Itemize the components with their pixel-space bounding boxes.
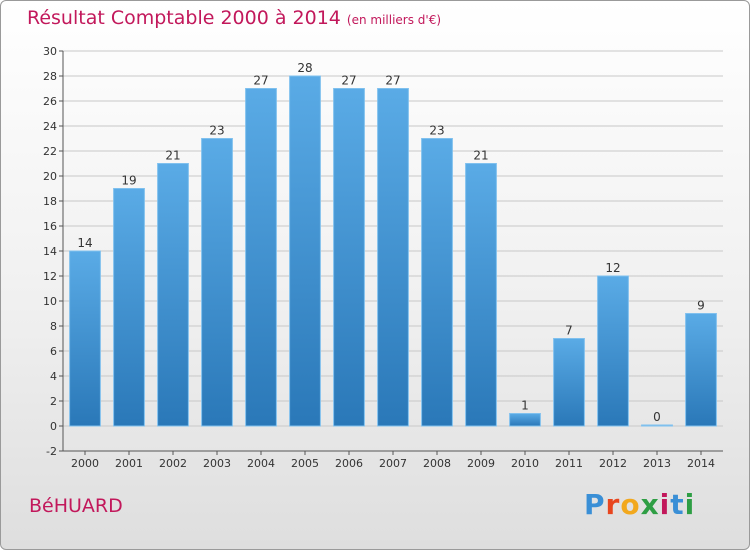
bar — [245, 88, 277, 427]
y-tick-label: 2 — [50, 395, 57, 408]
y-tick-label: 22 — [43, 145, 57, 158]
y-tick-label: 8 — [50, 320, 57, 333]
data-label: 27 — [385, 74, 400, 88]
y-tick-label: 20 — [43, 170, 57, 183]
x-tick-label: 2000 — [71, 457, 99, 470]
data-label: 28 — [297, 61, 312, 75]
logo-letter: i — [684, 488, 696, 521]
y-tick-label: 4 — [50, 370, 57, 383]
y-tick-label: -2 — [46, 445, 57, 458]
bar — [333, 88, 365, 427]
bar — [685, 313, 717, 427]
data-label: 1 — [521, 399, 529, 413]
y-tick-label: 28 — [43, 70, 57, 83]
bar — [509, 413, 541, 427]
bar — [553, 338, 585, 427]
bar — [465, 163, 497, 427]
y-tick-label: 16 — [43, 220, 57, 233]
y-tick-label: 26 — [43, 95, 57, 108]
x-tick-label: 2006 — [335, 457, 363, 470]
logo-letter: x — [640, 488, 660, 521]
x-tick-label: 2004 — [247, 457, 275, 470]
bar — [289, 75, 321, 427]
bar — [641, 424, 673, 427]
data-label: 27 — [341, 74, 356, 88]
x-tick-label: 2012 — [599, 457, 627, 470]
data-label: 12 — [605, 261, 620, 275]
bar — [377, 88, 409, 427]
logo-letter: r — [605, 488, 621, 521]
bar — [113, 188, 145, 427]
x-tick-label: 2007 — [379, 457, 407, 470]
logo-letter: P — [584, 488, 606, 521]
y-tick-label: 30 — [43, 45, 57, 58]
data-label: 21 — [165, 149, 180, 163]
y-tick-label: 10 — [43, 295, 57, 308]
x-tick-label: 2005 — [291, 457, 319, 470]
data-label: 23 — [209, 124, 224, 138]
y-tick-label: 18 — [43, 195, 57, 208]
x-tick-label: 2008 — [423, 457, 451, 470]
proxiti-logo: Proxiti — [584, 488, 695, 521]
bar — [69, 250, 101, 427]
data-label: 19 — [121, 174, 136, 188]
y-tick-label: 6 — [50, 345, 57, 358]
bar — [597, 275, 629, 427]
x-tick-label: 2013 — [643, 457, 671, 470]
data-label: 0 — [653, 410, 661, 424]
x-tick-label: 2010 — [511, 457, 539, 470]
bar — [201, 138, 233, 427]
commune-name: BéHUARD — [29, 495, 123, 517]
bar — [157, 163, 189, 427]
x-tick-label: 2003 — [203, 457, 231, 470]
data-label: 7 — [565, 324, 573, 338]
y-tick-label: 14 — [43, 245, 57, 258]
logo-letter: o — [620, 488, 641, 521]
y-tick-label: 12 — [43, 270, 57, 283]
logo-letter: t — [670, 488, 685, 521]
chart-title-text: Résultat Comptable 2000 à 2014 — [27, 7, 341, 29]
chart-title-unit: (en milliers d'€) — [346, 13, 442, 27]
x-tick-label: 2014 — [687, 457, 715, 470]
x-tick-label: 2001 — [115, 457, 143, 470]
bar — [421, 138, 453, 427]
x-tick-label: 2009 — [467, 457, 495, 470]
x-tick-label: 2011 — [555, 457, 583, 470]
logo-letter: i — [659, 488, 671, 521]
y-tick-label: 24 — [43, 120, 57, 133]
data-label: 9 — [697, 299, 705, 313]
x-tick-label: 2002 — [159, 457, 187, 470]
data-label: 23 — [429, 124, 444, 138]
data-label: 21 — [473, 149, 488, 163]
data-label: 14 — [77, 236, 92, 250]
data-label: 27 — [253, 74, 268, 88]
y-tick-label: 0 — [50, 420, 57, 433]
chart-title: Résultat Comptable 2000 à 2014 (en millie… — [27, 7, 441, 29]
